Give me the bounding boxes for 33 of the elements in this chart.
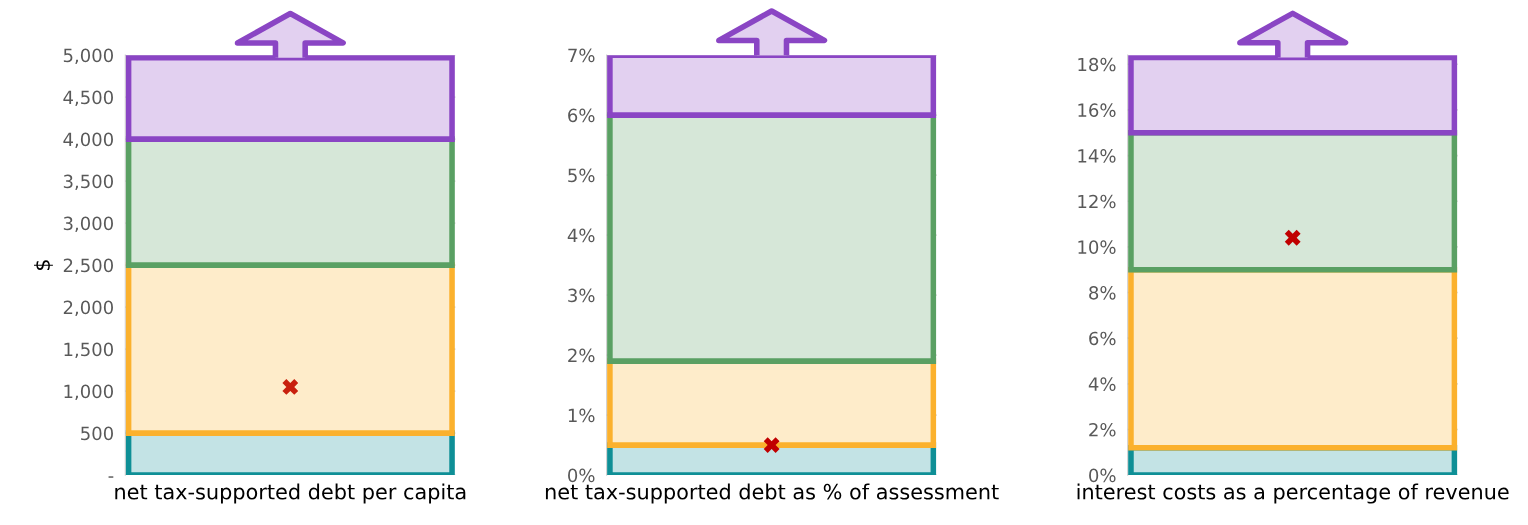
y-tick-label: 2,500 — [63, 258, 113, 275]
y-tick-label: 5,000 — [63, 48, 113, 65]
y-axis-title: $ — [34, 260, 53, 271]
x-tick-label: net tax-supported debt as % of assessment — [545, 483, 999, 504]
y-tick-label: 5% — [568, 168, 595, 183]
y-tick-label: - — [108, 476, 114, 478]
y-tick-label: 4% — [1088, 377, 1116, 391]
y-tick-label: 1,000 — [64, 384, 113, 401]
y-tick-label: 3% — [568, 288, 595, 303]
y-tick-label: 1% — [568, 408, 595, 423]
y-tick-label: 3,500 — [63, 174, 113, 191]
y-tick-label: 0% — [568, 468, 595, 483]
y-tick-label: 2% — [1089, 422, 1116, 437]
y-tick-label: 4,000 — [63, 132, 113, 149]
x-tick-label: interest costs as a percentage of revenue — [1077, 483, 1509, 504]
y-tick-label: 0% — [1089, 468, 1116, 483]
y-tick-label: 14% — [1078, 149, 1116, 163]
y-tick-label: 6% — [1089, 331, 1116, 346]
y-tick-label: 3,000 — [63, 216, 113, 233]
y-tick-label: 4% — [567, 228, 595, 243]
y-tick-label: 2,000 — [63, 300, 113, 317]
y-tick-label: 500 — [81, 426, 113, 441]
y-tick-label: 18% — [1078, 57, 1116, 72]
y-tick-label: 8% — [1089, 285, 1116, 300]
y-tick-label: 4,500 — [63, 90, 113, 107]
y-tick-label: 7% — [568, 48, 595, 63]
x-tick-label: net tax-supported debt per capita — [115, 483, 466, 504]
y-tick-label: 10% — [1078, 240, 1116, 254]
y-tick-label: 6% — [568, 108, 595, 123]
y-tick-label: 1,500 — [64, 342, 113, 359]
y-tick-label: 2% — [568, 348, 595, 363]
y-tick-label: 16% — [1078, 103, 1116, 118]
y-tick-label: 12% — [1078, 194, 1116, 209]
